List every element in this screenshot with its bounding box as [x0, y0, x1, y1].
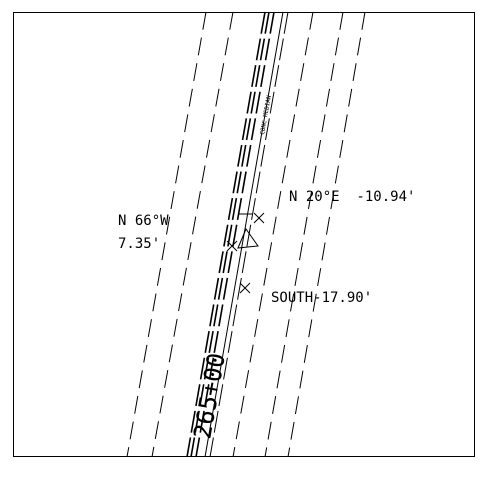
cross-mark	[239, 282, 251, 294]
dashed-edge-lines	[126, 11, 366, 458]
station-label: 265+00	[188, 351, 231, 441]
bearing-e-label: N 20°E -10.94'	[289, 189, 415, 205]
dashed-line	[190, 11, 270, 458]
bearing-w-direction: N 66°W	[118, 213, 169, 229]
dashed-line	[209, 11, 289, 458]
dashed-line	[264, 11, 344, 458]
bearing-w-distance: 7.35'	[118, 236, 160, 252]
cross-mark	[253, 212, 265, 224]
dashed-line	[151, 11, 234, 458]
cross-mark	[226, 240, 238, 252]
dashed-line	[195, 11, 275, 458]
dashed-line	[186, 11, 266, 458]
south-label: SOUTH-17.90'	[271, 290, 372, 306]
survey-symbols	[226, 212, 265, 294]
dashed-line	[126, 11, 207, 458]
drawing-border	[13, 12, 475, 457]
triangle-marker	[237, 227, 259, 249]
median-dashed-lines	[186, 11, 289, 458]
dashed-line	[287, 11, 366, 458]
dashed-line	[232, 11, 314, 458]
median-label: CONC MEDIAN	[259, 95, 273, 136]
